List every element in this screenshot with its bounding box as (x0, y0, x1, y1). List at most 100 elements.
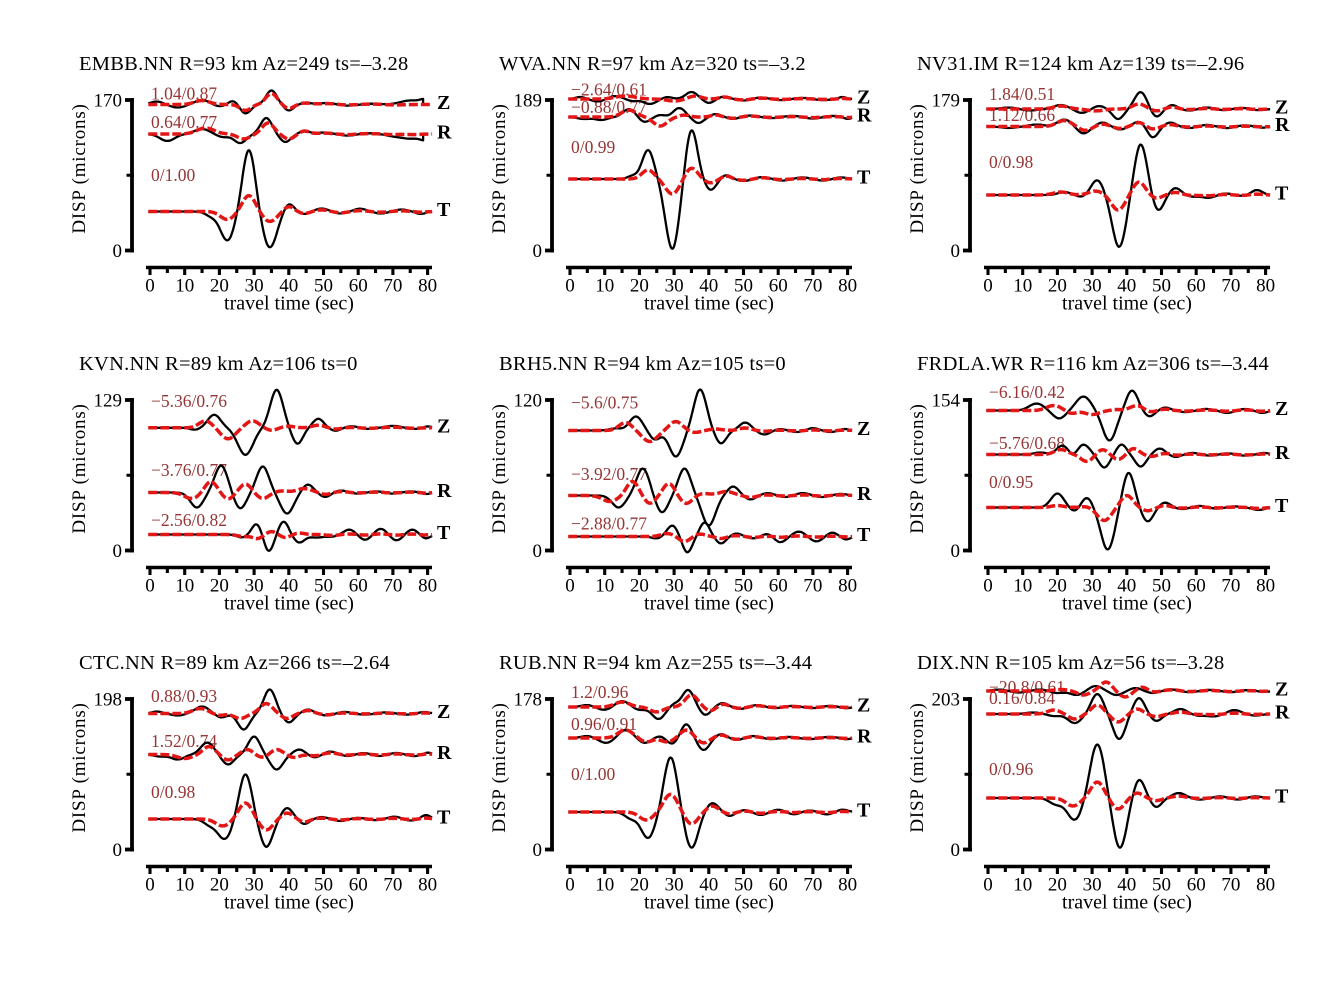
svg-text:NV31.IM R=124 km Az=139 ts=–2.: NV31.IM R=124 km Az=139 ts=–2.96 (917, 53, 1244, 75)
svg-text:travel time (sec): travel time (sec) (1062, 892, 1192, 914)
svg-text:170: 170 (94, 91, 123, 112)
svg-text:10: 10 (175, 875, 194, 896)
svg-text:R: R (857, 726, 872, 748)
svg-text:60: 60 (769, 276, 788, 297)
svg-text:50: 50 (1152, 276, 1171, 297)
svg-text:Z: Z (1275, 679, 1288, 701)
svg-text:10: 10 (595, 276, 614, 297)
svg-text:10: 10 (595, 576, 614, 597)
svg-text:50: 50 (1152, 875, 1171, 896)
svg-text:10: 10 (1013, 276, 1032, 297)
svg-text:129: 129 (94, 391, 123, 412)
svg-text:120: 120 (514, 391, 543, 412)
svg-text:30: 30 (665, 875, 684, 896)
svg-text:0: 0 (951, 840, 961, 861)
svg-text:FRDLA.WR R=116 km Az=306 ts=–3: FRDLA.WR R=116 km Az=306 ts=–3.44 (917, 353, 1269, 375)
svg-text:60: 60 (349, 276, 368, 297)
svg-text:0/1.00: 0/1.00 (151, 165, 195, 185)
svg-text:40: 40 (279, 276, 298, 297)
svg-text:Z: Z (437, 701, 450, 723)
svg-text:20: 20 (1048, 276, 1067, 297)
svg-text:travel time (sec): travel time (sec) (224, 293, 354, 315)
svg-text:30: 30 (665, 276, 684, 297)
svg-text:0: 0 (951, 241, 961, 262)
svg-text:10: 10 (595, 875, 614, 896)
svg-text:−5.36/0.76: −5.36/0.76 (151, 391, 227, 411)
svg-text:DISP (microns): DISP (microns) (489, 103, 510, 233)
svg-text:70: 70 (803, 276, 822, 297)
svg-text:−0.88/0.77: −0.88/0.77 (571, 97, 647, 117)
svg-text:80: 80 (838, 576, 857, 597)
svg-text:20: 20 (630, 875, 649, 896)
svg-text:40: 40 (1117, 875, 1136, 896)
svg-text:0: 0 (533, 241, 543, 262)
svg-text:20: 20 (210, 875, 229, 896)
svg-text:40: 40 (699, 875, 718, 896)
svg-text:60: 60 (1187, 276, 1206, 297)
svg-text:0: 0 (145, 276, 155, 297)
svg-text:30: 30 (1083, 276, 1102, 297)
svg-text:0: 0 (951, 541, 961, 562)
svg-text:80: 80 (838, 875, 857, 896)
svg-text:154: 154 (932, 391, 961, 412)
svg-text:20: 20 (1048, 576, 1067, 597)
svg-text:30: 30 (245, 276, 264, 297)
svg-text:40: 40 (699, 276, 718, 297)
svg-text:Z: Z (857, 418, 870, 440)
svg-text:0/0.98: 0/0.98 (151, 782, 195, 802)
svg-text:Z: Z (437, 415, 450, 437)
svg-text:Z: Z (857, 87, 870, 109)
svg-text:T: T (437, 199, 451, 221)
svg-text:Z: Z (1275, 97, 1288, 119)
svg-text:0.88/0.93: 0.88/0.93 (151, 686, 217, 706)
svg-text:203: 203 (932, 690, 961, 711)
svg-text:EMBB.NN R=93 km Az=249 ts=–3.2: EMBB.NN R=93 km Az=249 ts=–3.28 (79, 53, 408, 75)
svg-text:DISP (microns): DISP (microns) (69, 403, 90, 533)
svg-text:KVN.NN R=89 km Az=106 ts=0: KVN.NN R=89 km Az=106 ts=0 (79, 353, 358, 375)
svg-text:DISP (microns): DISP (microns) (69, 103, 90, 233)
svg-text:−2.88/0.77: −2.88/0.77 (571, 514, 647, 534)
svg-text:DIX.NN R=105 km Az=56 ts=–3.28: DIX.NN R=105 km Az=56 ts=–3.28 (917, 652, 1225, 674)
svg-text:Z: Z (437, 92, 450, 114)
svg-text:R: R (437, 742, 452, 764)
svg-text:0.64/0.77: 0.64/0.77 (151, 112, 217, 132)
svg-text:−3.92/0.77: −3.92/0.77 (571, 464, 647, 484)
svg-text:T: T (857, 524, 871, 546)
svg-text:0/0.99: 0/0.99 (571, 137, 615, 157)
svg-text:30: 30 (245, 576, 264, 597)
svg-text:50: 50 (314, 576, 333, 597)
svg-text:0: 0 (113, 541, 123, 562)
svg-text:0/1.00: 0/1.00 (571, 764, 615, 784)
svg-text:0/0.96: 0/0.96 (989, 759, 1033, 779)
svg-text:travel time (sec): travel time (sec) (1062, 593, 1192, 615)
svg-text:DISP (microns): DISP (microns) (69, 702, 90, 832)
svg-text:198: 198 (94, 690, 123, 711)
svg-text:70: 70 (803, 875, 822, 896)
svg-text:−5.6/0.75: −5.6/0.75 (571, 393, 638, 413)
svg-text:40: 40 (279, 576, 298, 597)
svg-text:50: 50 (734, 276, 753, 297)
svg-text:70: 70 (383, 576, 402, 597)
svg-text:50: 50 (734, 576, 753, 597)
svg-text:−6.16/0.42: −6.16/0.42 (989, 382, 1065, 402)
svg-text:RUB.NN R=94 km Az=255 ts=–3.44: RUB.NN R=94 km Az=255 ts=–3.44 (499, 652, 812, 674)
svg-text:40: 40 (699, 576, 718, 597)
svg-text:60: 60 (1187, 875, 1206, 896)
svg-text:178: 178 (514, 690, 543, 711)
svg-text:DISP (microns): DISP (microns) (907, 403, 928, 533)
svg-text:R: R (1275, 702, 1290, 724)
svg-text:−5.76/0.68: −5.76/0.68 (989, 433, 1065, 453)
svg-text:50: 50 (734, 875, 753, 896)
svg-text:40: 40 (1117, 576, 1136, 597)
svg-text:Z: Z (857, 695, 870, 717)
svg-text:70: 70 (803, 576, 822, 597)
svg-text:80: 80 (1256, 576, 1275, 597)
svg-text:DISP (microns): DISP (microns) (489, 702, 510, 832)
svg-text:50: 50 (1152, 576, 1171, 597)
svg-text:50: 50 (314, 875, 333, 896)
svg-text:−20.8/0.61: −20.8/0.61 (989, 677, 1065, 697)
svg-text:70: 70 (1221, 875, 1240, 896)
svg-text:DISP (microns): DISP (microns) (907, 702, 928, 832)
svg-text:50: 50 (314, 276, 333, 297)
svg-text:20: 20 (210, 276, 229, 297)
